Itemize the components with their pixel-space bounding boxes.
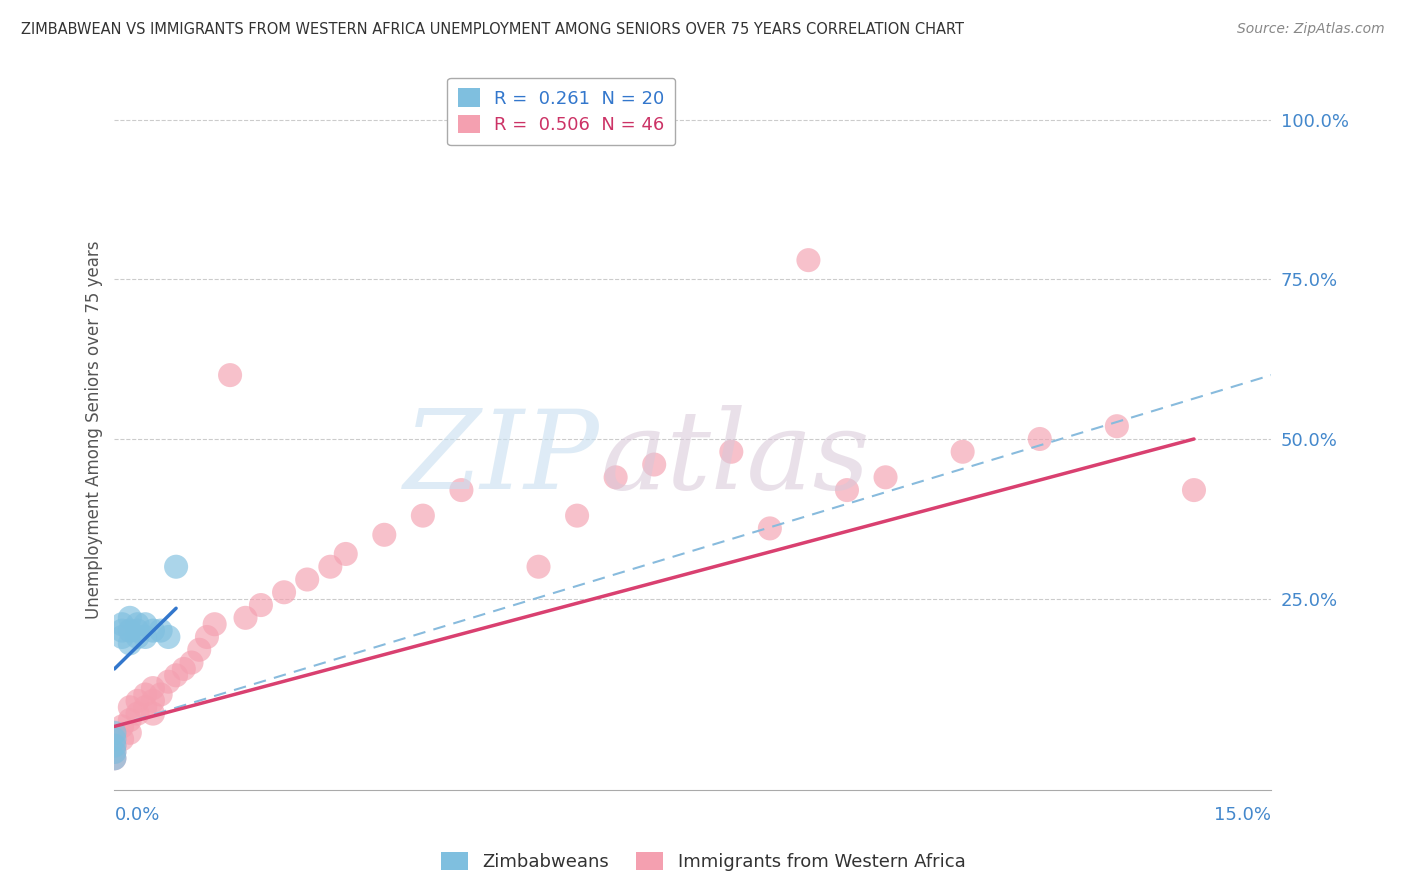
Point	[157, 630, 180, 644]
Point	[1182, 483, 1205, 497]
Point	[188, 642, 211, 657]
Point	[273, 585, 295, 599]
Point	[118, 700, 141, 714]
Point	[134, 688, 156, 702]
Point	[149, 688, 172, 702]
Point	[373, 528, 395, 542]
Point	[952, 444, 974, 458]
Point	[875, 470, 897, 484]
Point	[142, 681, 165, 695]
Point	[103, 745, 125, 759]
Point	[142, 694, 165, 708]
Point	[103, 739, 125, 753]
Point	[118, 713, 141, 727]
Point	[165, 559, 187, 574]
Point	[335, 547, 357, 561]
Point	[127, 706, 149, 721]
Point	[165, 668, 187, 682]
Point	[195, 630, 218, 644]
Text: 0.0%: 0.0%	[114, 806, 160, 824]
Point	[118, 624, 141, 638]
Point	[204, 617, 226, 632]
Point	[319, 559, 342, 574]
Y-axis label: Unemployment Among Seniors over 75 years: Unemployment Among Seniors over 75 years	[86, 240, 103, 619]
Point	[118, 611, 141, 625]
Text: atlas: atlas	[600, 405, 870, 512]
Point	[134, 630, 156, 644]
Point	[565, 508, 588, 523]
Point	[157, 674, 180, 689]
Point	[142, 624, 165, 638]
Text: 15.0%: 15.0%	[1215, 806, 1271, 824]
Point	[127, 624, 149, 638]
Text: ZIP: ZIP	[405, 405, 600, 512]
Point	[111, 624, 134, 638]
Point	[127, 694, 149, 708]
Point	[173, 662, 195, 676]
Point	[1105, 419, 1128, 434]
Text: Source: ZipAtlas.com: Source: ZipAtlas.com	[1237, 22, 1385, 37]
Point	[127, 617, 149, 632]
Point	[103, 751, 125, 765]
Point	[142, 706, 165, 721]
Legend: Zimbabweans, Immigrants from Western Africa: Zimbabweans, Immigrants from Western Afr…	[433, 845, 973, 879]
Point	[103, 745, 125, 759]
Point	[797, 253, 820, 268]
Point	[118, 726, 141, 740]
Point	[412, 508, 434, 523]
Point	[103, 726, 125, 740]
Point	[111, 617, 134, 632]
Point	[643, 458, 665, 472]
Point	[235, 611, 257, 625]
Point	[111, 719, 134, 733]
Point	[720, 444, 742, 458]
Point	[1029, 432, 1052, 446]
Point	[149, 624, 172, 638]
Point	[134, 617, 156, 632]
Point	[527, 559, 550, 574]
Point	[111, 630, 134, 644]
Point	[111, 732, 134, 747]
Point	[759, 521, 782, 535]
Point	[450, 483, 472, 497]
Point	[127, 630, 149, 644]
Point	[835, 483, 858, 497]
Point	[219, 368, 242, 383]
Point	[180, 656, 202, 670]
Point	[103, 732, 125, 747]
Point	[295, 573, 318, 587]
Point	[103, 739, 125, 753]
Point	[605, 470, 627, 484]
Text: ZIMBABWEAN VS IMMIGRANTS FROM WESTERN AFRICA UNEMPLOYMENT AMONG SENIORS OVER 75 : ZIMBABWEAN VS IMMIGRANTS FROM WESTERN AF…	[21, 22, 965, 37]
Point	[134, 700, 156, 714]
Point	[118, 636, 141, 650]
Legend: R =  0.261  N = 20, R =  0.506  N = 46: R = 0.261 N = 20, R = 0.506 N = 46	[447, 78, 675, 145]
Point	[103, 751, 125, 765]
Point	[250, 598, 273, 612]
